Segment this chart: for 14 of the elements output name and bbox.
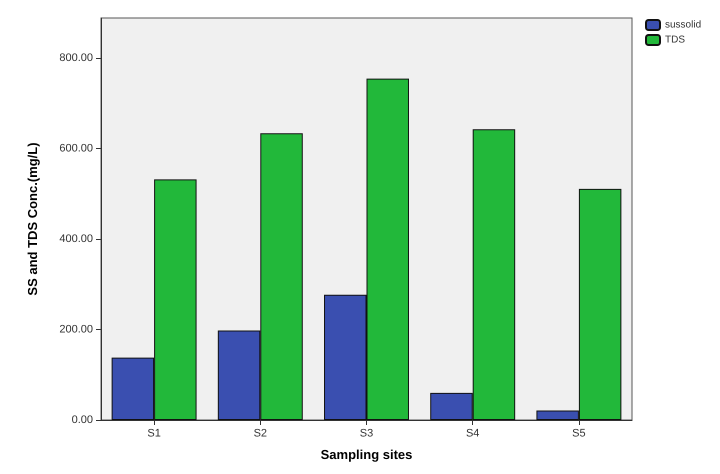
x-tick-label: S2 (254, 428, 268, 440)
y-axis-title: SS and TDS Conc.(mg/L) (25, 142, 40, 296)
x-tick-label: S1 (147, 428, 161, 440)
y-tick-label: 0.00 (72, 414, 93, 426)
x-tick-label: S3 (360, 428, 374, 440)
y-tick-label: 800.00 (59, 52, 93, 64)
x-tick-label: S4 (466, 428, 480, 440)
legend-label: TDS (665, 34, 686, 46)
y-tick-label: 200.00 (59, 324, 93, 336)
y-tick-label: 400.00 (59, 233, 93, 246)
x-tick-label: S5 (572, 428, 586, 440)
x-axis-title: Sampling sites (320, 447, 412, 462)
y-tick-label: 600.00 (59, 142, 93, 155)
legend-label: sussolid (665, 20, 702, 30)
